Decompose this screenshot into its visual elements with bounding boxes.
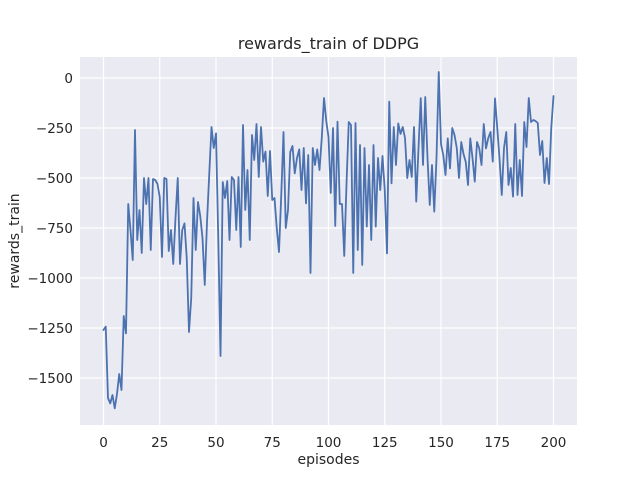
y-tick-label: −1250 [27,321,73,337]
x-tick-label: 0 [99,435,108,451]
y-tick-label: −1000 [27,271,73,287]
x-tick-label: 50 [207,435,224,451]
x-tick-label: 25 [151,435,168,451]
y-tick-labels: 0 −250 −500 −750 −1000 −1250 −1500 [27,71,73,387]
y-tick-label: 0 [64,71,73,87]
x-tick-label: 200 [541,435,567,451]
y-tick-label: −1500 [27,371,73,387]
chart-title: rewards_train of DDPG [238,34,419,54]
x-tick-label: 75 [264,435,281,451]
y-tick-label: −500 [36,171,73,187]
y-tick-label: −750 [36,221,73,237]
x-axis-label: episodes [297,452,359,468]
x-tick-labels: 0 25 50 75 100 125 150 175 200 [99,435,566,451]
y-tick-label: −250 [36,121,73,137]
y-axis-label: rewards_train [7,193,23,288]
x-tick-label: 125 [372,435,398,451]
line-series-rewards-train [102,71,555,410]
x-tick-label: 150 [428,435,454,451]
x-tick-label: 100 [316,435,342,451]
x-tick-label: 175 [484,435,510,451]
